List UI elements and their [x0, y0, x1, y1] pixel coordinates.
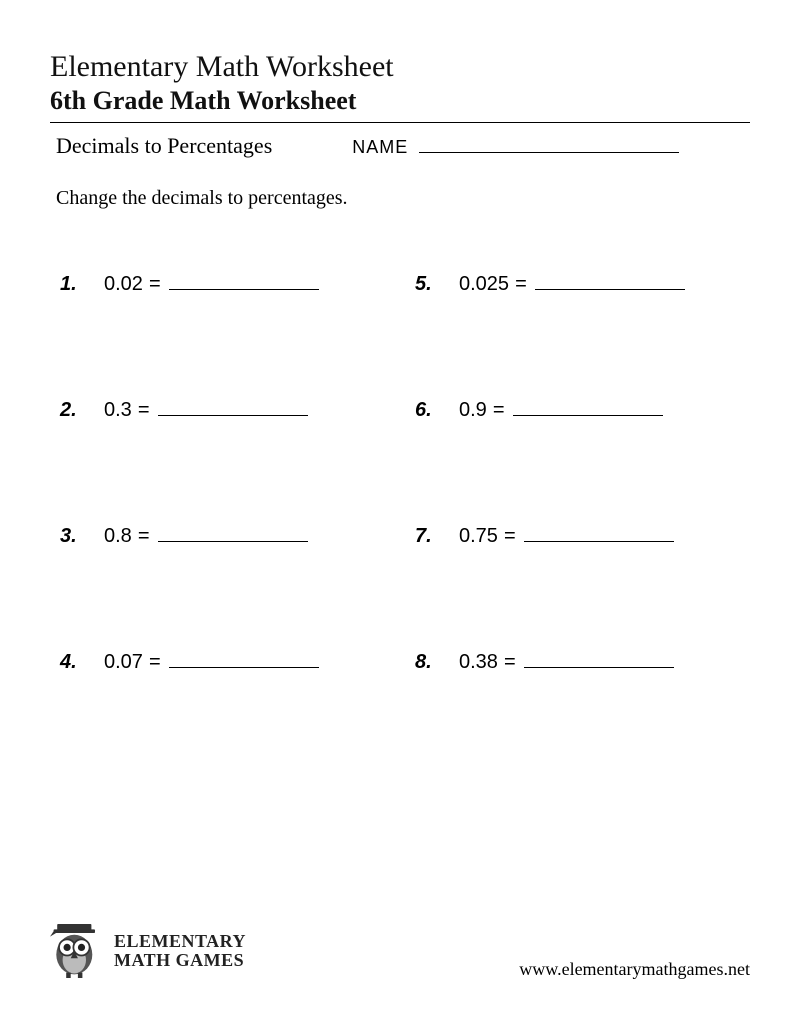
problem-number: 8.	[415, 651, 459, 674]
answer-blank	[524, 648, 674, 668]
problem-value: 0.38	[459, 651, 498, 674]
answer-blank	[524, 522, 674, 542]
answer-blank	[169, 648, 319, 668]
name-field-wrapper: NAME	[312, 135, 678, 158]
problem-row: 7. 0.75 =	[415, 522, 750, 548]
problem-number: 3.	[60, 525, 104, 548]
problem-value: 0.02	[104, 273, 143, 296]
name-blank-line	[419, 135, 679, 153]
problem-value: 0.75	[459, 525, 498, 548]
subheader-row: Decimals to Percentages NAME	[50, 133, 750, 159]
worksheet-title-2: 6th Grade Math Worksheet	[50, 86, 750, 116]
problem-value: 0.3	[104, 399, 132, 422]
owl-icon	[50, 922, 104, 980]
problem-row: 4. 0.07 =	[60, 648, 395, 674]
problem-row: 2. 0.3 =	[60, 396, 395, 422]
brand-logo: ELEMENTARY MATH GAMES	[50, 922, 246, 980]
problem-number: 2.	[60, 399, 104, 422]
brand-logo-text: ELEMENTARY MATH GAMES	[114, 932, 246, 970]
problem-row: 1. 0.02 =	[60, 270, 395, 296]
equals-sign: =	[493, 399, 505, 422]
problem-value: 0.8	[104, 525, 132, 548]
answer-blank	[158, 522, 308, 542]
problem-value: 0.9	[459, 399, 487, 422]
equals-sign: =	[149, 273, 161, 296]
problem-number: 7.	[415, 525, 459, 548]
problem-value: 0.07	[104, 651, 143, 674]
equals-sign: =	[138, 399, 150, 422]
problem-number: 5.	[415, 273, 459, 296]
footer: ELEMENTARY MATH GAMES www.elementarymath…	[50, 922, 750, 980]
answer-blank	[169, 270, 319, 290]
equals-sign: =	[504, 525, 516, 548]
equals-sign: =	[149, 651, 161, 674]
answer-blank	[535, 270, 685, 290]
problem-row: 6. 0.9 =	[415, 396, 750, 422]
name-label: NAME	[352, 137, 408, 157]
equals-sign: =	[138, 525, 150, 548]
problems-grid: 1. 0.02 = 2. 0.3 = 3. 0.8 = 4. 0.07 = 5.…	[50, 270, 750, 674]
worksheet-title-1: Elementary Math Worksheet	[50, 50, 750, 84]
brand-logo-line1: ELEMENTARY	[114, 932, 246, 951]
instructions-text: Change the decimals to percentages.	[50, 187, 750, 210]
problem-number: 1.	[60, 273, 104, 296]
problem-number: 6.	[415, 399, 459, 422]
equals-sign: =	[504, 651, 516, 674]
brand-logo-line2: MATH GAMES	[114, 951, 246, 970]
answer-blank	[158, 396, 308, 416]
problem-value: 0.025	[459, 273, 509, 296]
equals-sign: =	[515, 273, 527, 296]
site-url: www.elementarymathgames.net	[519, 959, 750, 980]
problem-row: 5. 0.025 =	[415, 270, 750, 296]
problem-row: 3. 0.8 =	[60, 522, 395, 548]
section-title: Decimals to Percentages	[50, 133, 272, 159]
problem-row: 8. 0.38 =	[415, 648, 750, 674]
answer-blank	[513, 396, 663, 416]
header-divider	[50, 122, 750, 123]
problem-number: 4.	[60, 651, 104, 674]
